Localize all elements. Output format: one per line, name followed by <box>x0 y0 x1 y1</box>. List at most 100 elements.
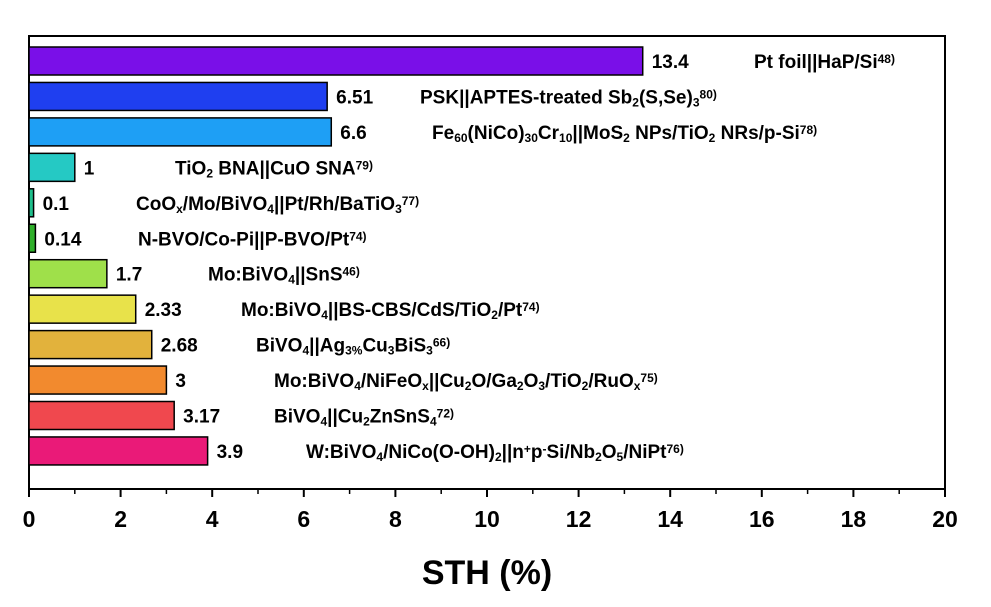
x-axis-title: STH (%) <box>422 554 552 592</box>
x-tick-label-16: 16 <box>749 506 775 532</box>
bar-label-12-part-12: 5 <box>617 450 624 464</box>
bars-group <box>28 46 644 466</box>
bar-label-8: Mo:BiVO4||BS-CBS/CdS/TiO2/Pt74) <box>241 300 540 322</box>
bar-label-11: BiVO4||Cu2ZnSnS472) <box>274 406 454 428</box>
value-label-9: 2.68 <box>161 336 198 357</box>
bar-label-9-part-1: BiVO <box>256 336 302 357</box>
x-tick-label-20: 20 <box>932 506 958 532</box>
bar-label-12-part-13: /NiPt <box>623 442 667 463</box>
bar-label-12-part-7: p <box>531 442 543 463</box>
bar-12 <box>28 436 209 466</box>
bar-label-9: BiVO4||Ag3%Cu3BiS366) <box>256 335 450 357</box>
bar-label-10-part-9: O <box>524 371 539 392</box>
bar-label-10-part-2: 4 <box>354 379 361 393</box>
bar-label-9-part-5: Cu <box>362 336 387 357</box>
bar-labels-group: Pt foil||HaP/Si48) PSK||APTES-treated Sb 2… <box>136 52 895 464</box>
x-tick-label-2: 2 <box>114 506 127 532</box>
bar-7 <box>28 258 108 289</box>
value-label-4: 1 <box>84 158 95 179</box>
value-label-6: 0.14 <box>44 229 81 250</box>
bar-label-7: Mo:BiVO4||SnS46) <box>208 264 360 286</box>
bar-label-11-part-2: 4 <box>320 415 327 429</box>
bar-label-3-part-7: ||MoS <box>572 123 623 144</box>
bar-label-10-part-4: x <box>422 379 429 393</box>
bar-label-12-part-2: 4 <box>376 450 383 464</box>
bar-label-3-part-10: 2 <box>709 131 716 145</box>
bar-label-5-part-2: x <box>176 202 183 216</box>
bar-label-11-part-6: 4 <box>430 415 437 429</box>
bar-label-5-part-6: 3 <box>395 202 402 216</box>
bar-label-10-part-3: /NiFeO <box>361 371 422 392</box>
bar-label-2-part-4: 3 <box>693 95 700 109</box>
bar-label-7-part-2: 4 <box>288 273 295 287</box>
bar-label-9-part-9: 66) <box>433 335 450 349</box>
bar-label-11-part-1: BiVO <box>274 407 320 428</box>
bar-label-3-part-11: NRs/p-Si <box>715 123 799 144</box>
bar-label-1-part-1: Pt foil||HaP/Si <box>754 52 878 73</box>
bar-6 <box>28 223 37 253</box>
value-label-2: 6.51 <box>336 87 373 108</box>
bar-1 <box>28 46 644 76</box>
bar-label-2-part-5: 80) <box>700 87 717 101</box>
bar-label-10-part-7: O/Ga <box>471 371 517 392</box>
bar-label-10: Mo:BiVO4/NiFeOx||Cu2O/Ga2O3/TiO2/RuOx75) <box>274 371 658 393</box>
bar-label-9-part-2: 4 <box>302 344 309 358</box>
x-tick-label-0: 0 <box>23 506 36 532</box>
bar-label-10-part-1: Mo:BiVO <box>274 371 354 392</box>
bar-label-3: Fe60(NiCo)30Cr10||MoS2 NPs/TiO2 NRs/p-Si… <box>432 123 817 145</box>
x-tick-label-18: 18 <box>841 506 867 532</box>
bar-label-9-part-3: ||Ag <box>309 336 345 357</box>
bar-label-8-part-5: /Pt <box>498 300 523 321</box>
bar-label-10-part-14: x <box>634 379 641 393</box>
bar-label-10-part-8: 2 <box>517 379 524 393</box>
bar-label-4-part-4: 79) <box>356 158 373 172</box>
x-tick-label-4: 4 <box>206 506 219 532</box>
bar-label-12: W:BiVO4/NiCo(O-OH)2||n+p-Si/Nb2O5/NiPt76… <box>306 442 684 464</box>
x-tick-label-14: 14 <box>657 506 683 532</box>
bar-label-4-part-1: TiO <box>175 158 206 179</box>
bar-label-3-part-1: Fe <box>432 123 454 144</box>
bar-label-5-part-3: /Mo/BiVO <box>183 194 267 215</box>
bar-label-6-part-2: 74) <box>349 229 366 243</box>
bar-label-7-part-4: 46) <box>343 264 360 278</box>
bar-label-2-part-1: PSK||APTES-treated Sb <box>420 87 632 108</box>
bar-label-11-part-3: ||Cu <box>327 407 363 428</box>
x-tick-label-10: 10 <box>474 506 500 532</box>
bar-label-10-part-12: 2 <box>582 379 589 393</box>
bar-4 <box>28 152 76 183</box>
bar-9 <box>28 329 153 360</box>
value-label-11: 3.17 <box>183 407 220 428</box>
bar-label-10-part-5: ||Cu <box>429 371 465 392</box>
x-tick-label-6: 6 <box>297 506 310 532</box>
bar-label-3-part-6: 10 <box>559 131 573 145</box>
bar-label-12-part-5: ||n <box>502 442 524 463</box>
bar-label-3-part-2: 60 <box>454 131 468 145</box>
bar-label-4-part-3: BNA||CuO SNA <box>213 158 356 179</box>
x-axis: 0 2 4 6 8 10 12 14 16 18 20 <box>23 489 958 532</box>
value-label-7: 1.7 <box>116 265 142 286</box>
bar-label-3-part-4: 30 <box>525 131 539 145</box>
bar-label-9-part-6: 3 <box>388 344 395 358</box>
bar-2 <box>28 81 328 112</box>
bar-label-5-part-7: 77) <box>402 193 419 207</box>
bar-label-12-part-6: + <box>524 442 531 456</box>
bar-8 <box>28 294 137 324</box>
bar-label-1: Pt foil||HaP/Si48) <box>754 52 895 73</box>
bar-label-6-part-1: N-BVO/Co-Pi||P-BVO/Pt <box>138 229 350 250</box>
value-label-1: 13.4 <box>652 52 689 73</box>
bar-label-11-part-7: 72) <box>437 406 454 420</box>
bar-label-3-part-12: 78) <box>800 123 817 137</box>
value-labels-group: 13.4 6.51 6.6 1 0.1 0.14 1.72.33 2.68 3 3.17 3.9 <box>43 52 690 463</box>
bar-label-9-part-4: 3% <box>345 344 363 358</box>
bar-label-3-part-8: 2 <box>623 131 630 145</box>
bar-label-10-part-6: 2 <box>465 379 472 393</box>
bar-label-5: CoOx/Mo/BiVO4||Pt/Rh/BaTiO377) <box>136 193 419 215</box>
bar-label-10-part-10: 3 <box>538 379 545 393</box>
bar-3 <box>28 117 333 147</box>
bar-label-3-part-3: (NiCo) <box>468 123 525 144</box>
bar-label-2-part-3: (S,Se) <box>639 87 693 108</box>
value-label-8: 2.33 <box>145 300 182 321</box>
bar-label-8-part-2: 4 <box>321 308 328 322</box>
bar-label-10-part-15: 75) <box>640 371 657 385</box>
